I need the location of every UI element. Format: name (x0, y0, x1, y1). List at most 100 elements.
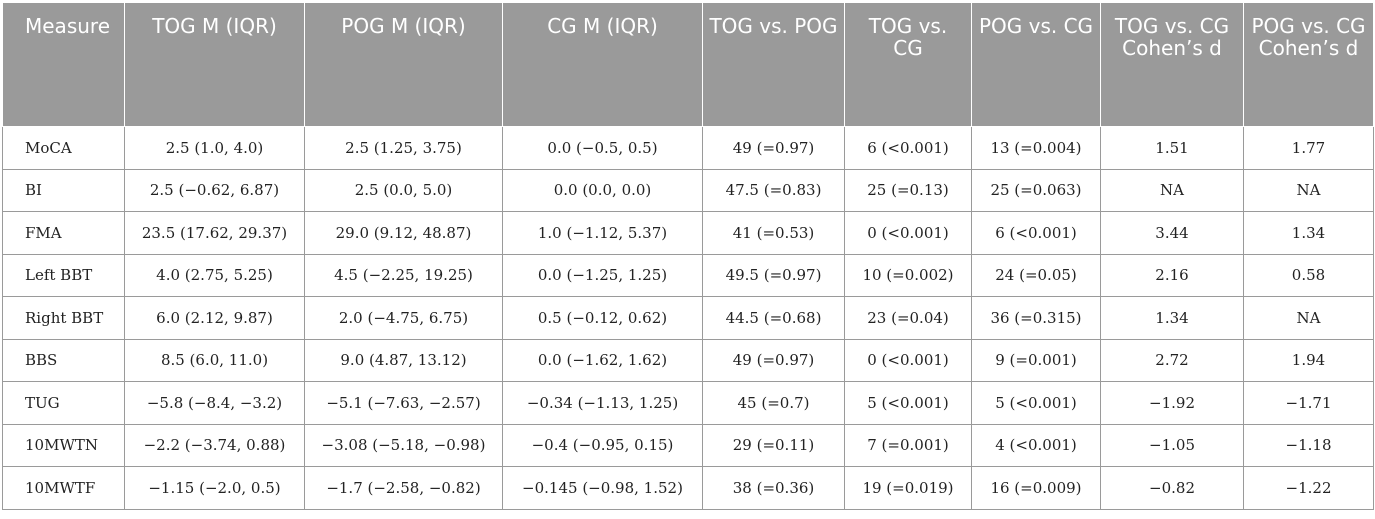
table-row: Left BBT 4.0 (2.75, 5.25) 4.5 (−2.25, 19.2… (2, 253, 1374, 297)
tog-median-cell: 23.5 (17.62, 29.37) (124, 211, 305, 255)
cg-median-cell: 0.0 (0.0, 0.0) (502, 168, 703, 212)
tog-vs-cg-cell: 19 (=0.019) (844, 466, 972, 510)
tog-vs-pog-cell: 29 (=0.11) (702, 423, 845, 467)
tog-vs-pog-cell: 49 (=0.97) (702, 126, 845, 170)
tog-vs-cg-cohens-d-cell: 1.51 (1100, 126, 1244, 170)
cg-median-cell: 0.0 (−1.25, 1.25) (502, 253, 703, 297)
pog-vs-cg-cell: 25 (=0.063) (971, 168, 1101, 212)
tog-vs-cg-cell: 23 (=0.04) (844, 296, 972, 340)
header-measure: Measure (2, 2, 125, 127)
tog-median-cell: 4.0 (2.75, 5.25) (124, 253, 305, 297)
pog-median-cell: 2.0 (−4.75, 6.75) (304, 296, 503, 340)
cg-median-cell: −0.145 (−0.98, 1.52) (502, 466, 703, 510)
pog-vs-cg-cohens-d-cell: 1.34 (1243, 211, 1374, 255)
tog-median-cell: −2.2 (−3.74, 0.88) (124, 423, 305, 467)
pog-median-cell: 2.5 (0.0, 5.0) (304, 168, 503, 212)
cg-median-cell: 0.5 (−0.12, 0.62) (502, 296, 703, 340)
tog-vs-pog-cell: 49 (=0.97) (702, 338, 845, 382)
measure-cell: BBS (2, 338, 125, 382)
tog-vs-cg-cell: 5 (<0.001) (844, 381, 972, 425)
pog-vs-cg-cell: 13 (=0.004) (971, 126, 1101, 170)
pog-vs-cg-cohens-d-cell: 0.58 (1243, 253, 1374, 297)
pog-median-cell: −1.7 (−2.58, −0.82) (304, 466, 503, 510)
tog-vs-cg-cohens-d-cell: −0.82 (1100, 466, 1244, 510)
tog-median-cell: 2.5 (1.0, 4.0) (124, 126, 305, 170)
cg-median-cell: 0.0 (−0.5, 0.5) (502, 126, 703, 170)
table-row: BBS 8.5 (6.0, 11.0) 9.0 (4.87, 13.12) 0.0 (… (2, 338, 1374, 382)
tog-vs-pog-cell: 45 (=0.7) (702, 381, 845, 425)
tog-vs-cg-cell: 0 (<0.001) (844, 211, 972, 255)
measure-cell: 10MWTN (2, 423, 125, 467)
tog-vs-cg-cohens-d-cell: 2.72 (1100, 338, 1244, 382)
pog-vs-cg-cell: 9 (=0.001) (971, 338, 1101, 382)
header-tog-median: TOG M (IQR) (124, 2, 305, 127)
table-row: FMA 23.5 (17.62, 29.37) 29.0 (9.12, 48.87)… (2, 211, 1374, 255)
pog-vs-cg-cohens-d-cell: −1.71 (1243, 381, 1374, 425)
pog-vs-cg-cohens-d-cell: NA (1243, 296, 1374, 340)
pog-median-cell: 2.5 (1.25, 3.75) (304, 126, 503, 170)
tog-vs-pog-cell: 41 (=0.53) (702, 211, 845, 255)
results-table: Measure TOG M (IQR) POG M (IQR) CG M (IQ… (2, 2, 1374, 510)
tog-vs-pog-cell: 47.5 (=0.83) (702, 168, 845, 212)
measure-cell: MoCA (2, 126, 125, 170)
pog-vs-cg-cell: 5 (<0.001) (971, 381, 1101, 425)
measure-cell: 10MWTF (2, 466, 125, 510)
measure-cell: FMA (2, 211, 125, 255)
pog-vs-cg-cell: 6 (<0.001) (971, 211, 1101, 255)
tog-vs-cg-cell: 7 (=0.001) (844, 423, 972, 467)
tog-vs-pog-cell: 38 (=0.36) (702, 466, 845, 510)
tog-median-cell: −1.15 (−2.0, 0.5) (124, 466, 305, 510)
pog-vs-cg-cohens-d-cell: NA (1243, 168, 1374, 212)
pog-median-cell: 9.0 (4.87, 13.12) (304, 338, 503, 382)
header-pog-vs-cg-cohens-d: POG vs. CG Cohen’s d (1243, 2, 1374, 127)
tog-vs-cg-cell: 25 (=0.13) (844, 168, 972, 212)
pog-vs-cg-cell: 16 (=0.009) (971, 466, 1101, 510)
tog-median-cell: 8.5 (6.0, 11.0) (124, 338, 305, 382)
cg-median-cell: −0.4 (−0.95, 0.15) (502, 423, 703, 467)
tog-vs-cg-cell: 6 (<0.001) (844, 126, 972, 170)
pog-vs-cg-cell: 4 (<0.001) (971, 423, 1101, 467)
pog-median-cell: −3.08 (−5.18, −0.98) (304, 423, 503, 467)
pog-vs-cg-cell: 24 (=0.05) (971, 253, 1101, 297)
cg-median-cell: −0.34 (−1.13, 1.25) (502, 381, 703, 425)
table-body: MoCA 2.5 (1.0, 4.0) 2.5 (1.25, 3.75) 0.0 (−… (2, 126, 1374, 510)
tog-vs-cg-cohens-d-cell: −1.05 (1100, 423, 1244, 467)
pog-vs-cg-cell: 36 (=0.315) (971, 296, 1101, 340)
table-row: TUG −5.8 (−8.4, −3.2) −5.1 (−7.63, −2.57) −… (2, 381, 1374, 425)
tog-vs-cg-cell: 10 (=0.002) (844, 253, 972, 297)
pog-vs-cg-cohens-d-cell: 1.94 (1243, 338, 1374, 382)
cg-median-cell: 0.0 (−1.62, 1.62) (502, 338, 703, 382)
tog-median-cell: 2.5 (−0.62, 6.87) (124, 168, 305, 212)
pog-median-cell: 4.5 (−2.25, 19.25) (304, 253, 503, 297)
header-tog-vs-pog: TOG vs. POG (702, 2, 845, 127)
table-header: Measure TOG M (IQR) POG M (IQR) CG M (IQ… (2, 2, 1374, 127)
table-row: Right BBT 6.0 (2.12, 9.87) 2.0 (−4.75, 6.7… (2, 296, 1374, 340)
tog-vs-pog-cell: 44.5 (=0.68) (702, 296, 845, 340)
tog-vs-pog-cell: 49.5 (=0.97) (702, 253, 845, 297)
table-row: BI 2.5 (−0.62, 6.87) 2.5 (0.0, 5.0) 0.0 (0.… (2, 168, 1374, 212)
pog-median-cell: 29.0 (9.12, 48.87) (304, 211, 503, 255)
tog-vs-cg-cohens-d-cell: 3.44 (1100, 211, 1244, 255)
pog-vs-cg-cohens-d-cell: −1.22 (1243, 466, 1374, 510)
table-row: 10MWTF −1.15 (−2.0, 0.5) −1.7 (−2.58, −0.8… (2, 466, 1374, 510)
tog-vs-cg-cohens-d-cell: NA (1100, 168, 1244, 212)
pog-vs-cg-cohens-d-cell: 1.77 (1243, 126, 1374, 170)
header-tog-vs-cg-cohens-d: TOG vs. CG Cohen’s d (1100, 2, 1244, 127)
tog-median-cell: −5.8 (−8.4, −3.2) (124, 381, 305, 425)
pog-median-cell: −5.1 (−7.63, −2.57) (304, 381, 503, 425)
tog-vs-cg-cell: 0 (<0.001) (844, 338, 972, 382)
cg-median-cell: 1.0 (−1.12, 5.37) (502, 211, 703, 255)
tog-vs-cg-cohens-d-cell: 2.16 (1100, 253, 1244, 297)
pog-vs-cg-cohens-d-cell: −1.18 (1243, 423, 1374, 467)
table-row: MoCA 2.5 (1.0, 4.0) 2.5 (1.25, 3.75) 0.0 (−… (2, 126, 1374, 170)
table-row: 10MWTN −2.2 (−3.74, 0.88) −3.08 (−5.18, −0… (2, 423, 1374, 467)
header-tog-vs-cg: TOG vs. CG (844, 2, 972, 127)
measure-cell: Right BBT (2, 296, 125, 340)
measure-cell: BI (2, 168, 125, 212)
header-pog-vs-cg: POG vs. CG (971, 2, 1101, 127)
tog-median-cell: 6.0 (2.12, 9.87) (124, 296, 305, 340)
header-row: Measure TOG M (IQR) POG M (IQR) CG M (IQ… (2, 2, 1374, 127)
measure-cell: TUG (2, 381, 125, 425)
tog-vs-cg-cohens-d-cell: 1.34 (1100, 296, 1244, 340)
measure-cell: Left BBT (2, 253, 125, 297)
